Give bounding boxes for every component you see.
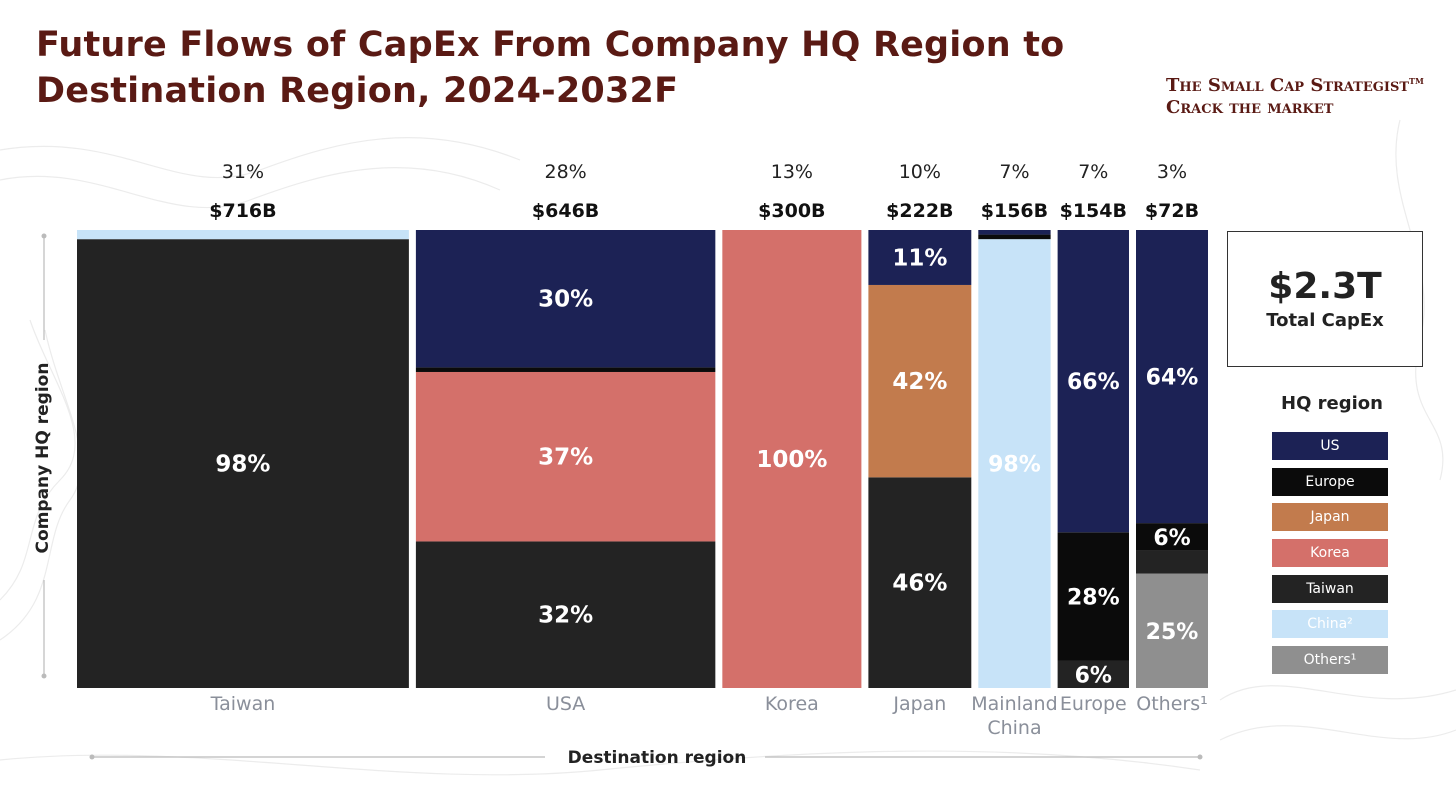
column-share-usa: 28% [544,161,586,183]
legend-item-us: US [1272,432,1388,460]
segment-label-europe-us: 66% [1067,370,1120,395]
segment-label-taiwan-taiwan: 98% [215,452,270,478]
column-amount-others: $72B [1145,200,1199,222]
legend-item-japan: Japan [1272,503,1388,532]
segment-label-others-us: 64% [1146,366,1199,391]
segment-label-others-europe: 6% [1153,526,1190,551]
total-capex-value: $2.3T [1268,266,1382,307]
legend-item-europe: Europe [1272,467,1388,496]
segment-europe-europe [1057,532,1129,661]
segment-others-taiwan [1136,550,1208,574]
segment-usa-korea [415,371,716,542]
segment-taiwan-china [77,230,409,240]
segment-others-us [1136,230,1208,524]
segment-usa-taiwan [415,541,716,688]
column-share-europe: 7% [1078,161,1108,183]
segment-label-usa-korea: 37% [538,445,593,471]
legend-item-china: China² [1272,610,1388,639]
chart-title: Future Flows of CapEx From Company HQ Re… [36,22,1116,114]
x-tick-label-korea: Korea [765,693,819,715]
x-tick-label-europe: Europe [1060,693,1127,715]
column-amount-korea: $300B [758,200,825,222]
segment-label-mainland-china-china: 98% [988,453,1041,478]
y-axis-end-bottom [41,673,47,679]
legend-item-others: Others¹ [1272,646,1388,675]
segment-taiwan-taiwan [77,239,409,688]
y-axis-end-top [41,233,47,239]
segment-label-others-others: 25% [1146,620,1199,645]
segment-japan-taiwan [868,477,972,688]
column-amount-taiwan: $716B [209,200,276,222]
x-axis-end-left [89,754,95,760]
x-tick-label-mainland-china-2: China [987,717,1041,739]
segment-usa-us [415,230,716,368]
x-tick-label-usa: USA [546,693,585,715]
column-amount-usa: $646B [532,200,599,222]
column-share-japan: 10% [899,161,941,183]
x-tick-label-taiwan: Taiwan [210,693,276,715]
brand-logo: The Small Cap StrategistTM Crack the mar… [1166,70,1456,119]
legend-item-korea: Korea [1272,539,1388,568]
column-share-taiwan: 31% [222,161,264,183]
x-axis-end-right [1197,754,1203,760]
segment-label-korea-korea: 100% [756,447,827,473]
segment-label-japan-us: 11% [892,245,947,271]
brand-trademark: TM [1409,76,1424,86]
brand-tagline: Crack the market [1166,97,1334,118]
segment-japan-japan [868,284,972,478]
segment-mainland-china-europe [978,234,1051,240]
segment-mainland-china-china [978,239,1051,688]
segment-label-europe-europe: 28% [1067,585,1120,610]
segment-label-usa-taiwan: 32% [538,603,593,629]
column-amount-mainland-china: $156B [981,200,1048,222]
brand-name: The Small Cap Strategist [1166,75,1410,96]
x-tick-label-japan: Japan [892,693,946,715]
y-axis-title: Company HQ region [33,363,53,554]
segment-others-others [1136,573,1208,688]
segment-korea-korea [722,230,862,688]
legend-title: HQ region [1281,393,1383,414]
column-share-korea: 13% [771,161,813,183]
column-share-others: 3% [1157,161,1187,183]
x-tick-label-mainland-china-1: Mainland [971,693,1057,715]
segment-label-japan-taiwan: 46% [892,571,947,597]
segment-usa-europe [415,367,716,372]
segment-europe-us [1057,230,1129,533]
column-amount-japan: $222B [886,200,953,222]
segment-label-usa-us: 30% [538,287,593,313]
legend-item-taiwan: Taiwan [1272,574,1388,603]
segment-label-europe-taiwan: 6% [1075,663,1112,688]
column-share-mainland-china: 7% [999,161,1029,183]
chart-title-line-1: Future Flows of CapEx From Company HQ Re… [36,25,1065,65]
total-capex-label: Total CapEx [1266,310,1384,331]
segment-label-japan-japan: 42% [892,369,947,395]
legend: US Europe Japan Korea Taiwan China² Others¹ [1272,432,1392,682]
segment-others-europe [1136,523,1208,551]
segment-japan-us [868,230,972,285]
column-amount-europe: $154B [1060,200,1127,222]
x-axis-title: Destination region [568,748,747,768]
segment-europe-taiwan [1057,660,1129,688]
segment-mainland-china-us [978,230,1051,235]
chart-title-line-2: Destination Region, 2024-2032F [36,71,679,111]
x-tick-label-others: Others¹ [1136,693,1207,715]
total-capex-box: $2.3T Total CapEx [1227,231,1423,367]
